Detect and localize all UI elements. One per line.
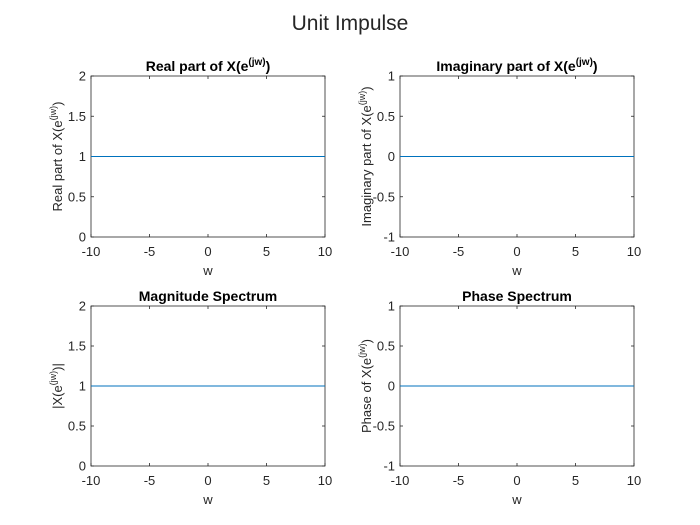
x-tick-label: 10 (627, 244, 641, 259)
x-tick-label: -10 (82, 473, 101, 488)
x-tick-label: 10 (318, 473, 332, 488)
subplot-title: Phase Spectrum (462, 288, 572, 304)
y-axis-label: |X(e(jw))| (48, 363, 65, 409)
subplot-imag-part: -10 -5 0 5 10 -1 -0.5 0 0.5 1 Imaginary part of X(… (357, 57, 641, 278)
x-tick-label: 0 (204, 473, 211, 488)
x-tick-label: -5 (144, 244, 156, 259)
x-tick-label: -10 (391, 473, 410, 488)
x-tick-label: 10 (627, 473, 641, 488)
y-tick-label: 0 (79, 230, 86, 245)
subplot-phase: -10 -5 0 5 10 -1 -0.5 0 0.5 1 Phase Spectrum w Phase… (357, 288, 641, 507)
x-tick-label: 5 (572, 244, 579, 259)
y-tick-label: 0 (388, 379, 395, 394)
y-tick-label: 1 (79, 379, 86, 394)
y-tick-label: -1 (383, 459, 395, 474)
y-tick-label: 0.5 (377, 109, 395, 124)
y-tick-label: 0.5 (377, 339, 395, 354)
x-axis-label: w (202, 263, 213, 278)
y-tick-label: -0.5 (373, 419, 395, 434)
y-tick-label: 1 (388, 69, 395, 84)
y-tick-label: -0.5 (373, 189, 395, 204)
x-tick-label: 10 (318, 244, 332, 259)
y-tick-label: 1 (388, 299, 395, 314)
subplot-title: Imaginary part of X(e(jw)) (436, 57, 597, 74)
x-axis-label: w (511, 263, 522, 278)
y-tick-label: -1 (383, 230, 395, 245)
subplot-real-part: -10 -5 0 5 10 0 0.5 1 1.5 2 Real part of X(e(jw)) w… (48, 57, 332, 278)
x-tick-label: 5 (263, 473, 270, 488)
y-axis-label: Phase of X(e(jw)) (357, 339, 374, 433)
y-tick-label: 1 (79, 149, 86, 164)
y-tick-label: 0.5 (68, 419, 86, 434)
subplot-title: Magnitude Spectrum (139, 288, 277, 304)
y-tick-label: 2 (79, 69, 86, 84)
y-tick-label: 0.5 (68, 189, 86, 204)
x-tick-label: 0 (513, 473, 520, 488)
x-tick-label: -5 (144, 473, 156, 488)
y-tick-label: 0 (388, 149, 395, 164)
x-tick-label: 5 (572, 473, 579, 488)
y-tick-label: 1.5 (68, 109, 86, 124)
x-axis-label: w (202, 492, 213, 507)
x-tick-label: -5 (453, 244, 465, 259)
y-tick-label: 1.5 (68, 339, 86, 354)
x-tick-label: -10 (82, 244, 101, 259)
x-tick-label: -10 (391, 244, 410, 259)
y-tick-label: 0 (79, 459, 86, 474)
y-tick-label: 2 (79, 299, 86, 314)
x-tick-label: -5 (453, 473, 465, 488)
subplot-title: Real part of X(e(jw)) (146, 57, 271, 74)
figure-title: Unit Impulse (292, 12, 409, 35)
y-axis-label: Imaginary part of X(e(jw)) (357, 86, 374, 226)
x-tick-label: 0 (204, 244, 211, 259)
x-tick-label: 5 (263, 244, 270, 259)
y-axis-label: Real part of X(e(jw)) (48, 102, 65, 212)
x-tick-label: 0 (513, 244, 520, 259)
x-axis-label: w (511, 492, 522, 507)
subplot-magnitude: -10 -5 0 5 10 0 0.5 1 1.5 2 Magnitude Spectrum w |X(… (48, 288, 332, 507)
